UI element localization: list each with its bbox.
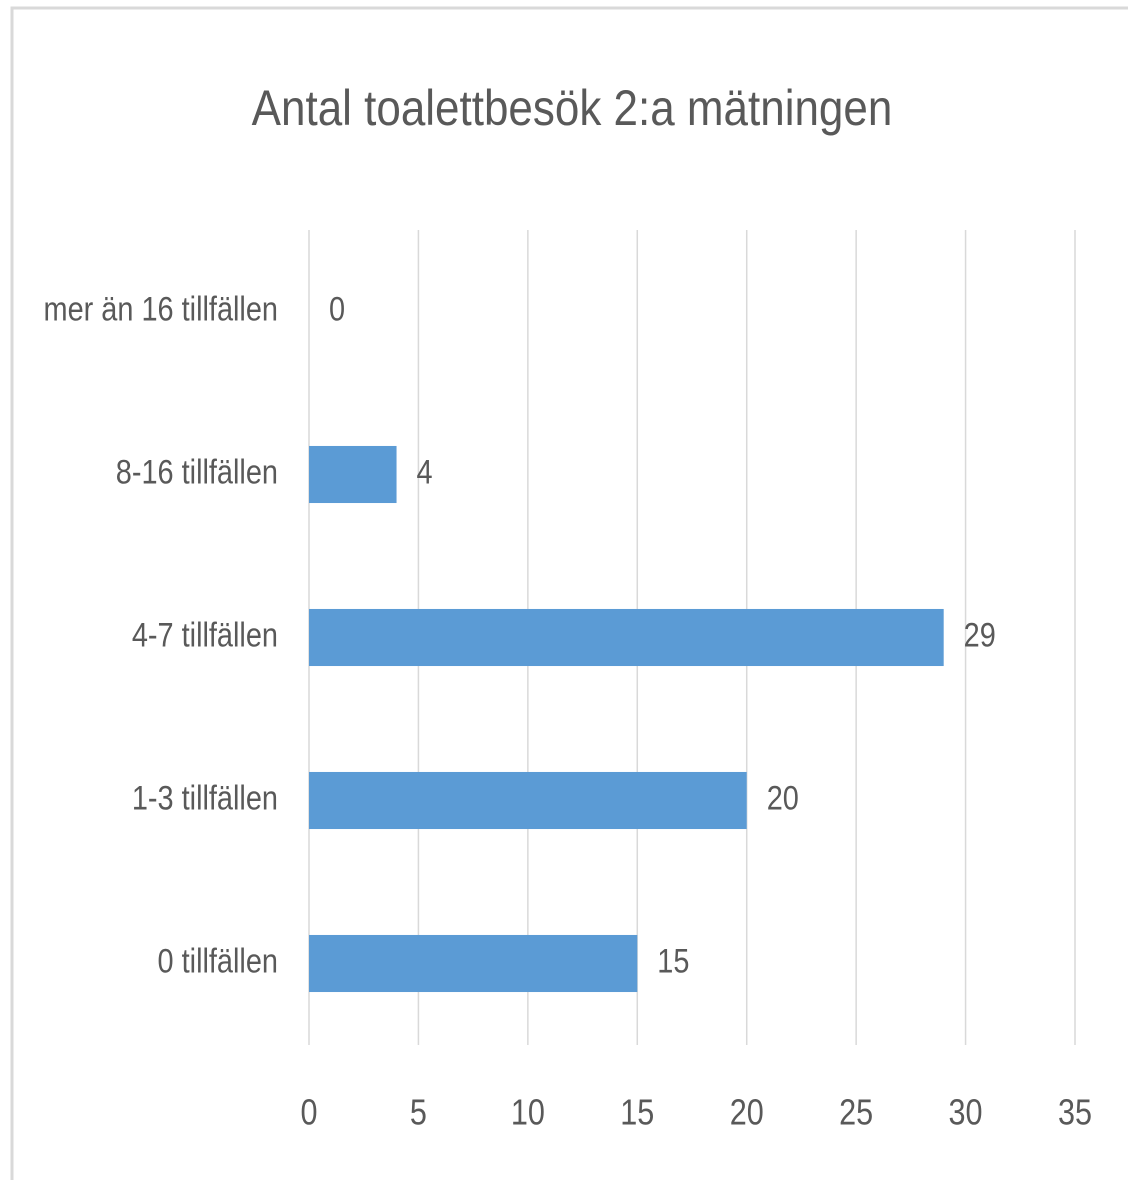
- y-tick-label: 8-16 tillfällen: [116, 452, 278, 491]
- y-tick-label: 1-3 tillfällen: [132, 778, 278, 817]
- chart-title: Antal toalettbesök 2:a mätningen: [252, 80, 893, 136]
- x-tick-label: 25: [839, 1093, 873, 1133]
- bar: [309, 771, 747, 830]
- data-label: 15: [657, 941, 689, 980]
- x-tick-label: 10: [511, 1093, 545, 1133]
- data-label: 29: [964, 615, 996, 654]
- data-label: 4: [417, 452, 433, 491]
- y-tick-label: mer än 16 tillfällen: [44, 289, 278, 328]
- x-tick-label: 35: [1058, 1093, 1092, 1133]
- x-tick-label: 0: [300, 1093, 317, 1133]
- data-label: 20: [767, 778, 799, 817]
- y-tick-label: 0 tillfällen: [158, 941, 278, 980]
- x-tick-label: 15: [620, 1093, 654, 1133]
- chart-frame: [10, 6, 1128, 1180]
- x-tick-label: 20: [730, 1093, 764, 1133]
- y-tick-label: 4-7 tillfällen: [132, 615, 278, 654]
- x-tick-label: 5: [410, 1093, 427, 1133]
- bar: [309, 445, 397, 504]
- bar: [309, 934, 638, 993]
- bar: [309, 608, 944, 667]
- x-tick-label: 30: [949, 1093, 983, 1133]
- data-label: 0: [329, 289, 345, 328]
